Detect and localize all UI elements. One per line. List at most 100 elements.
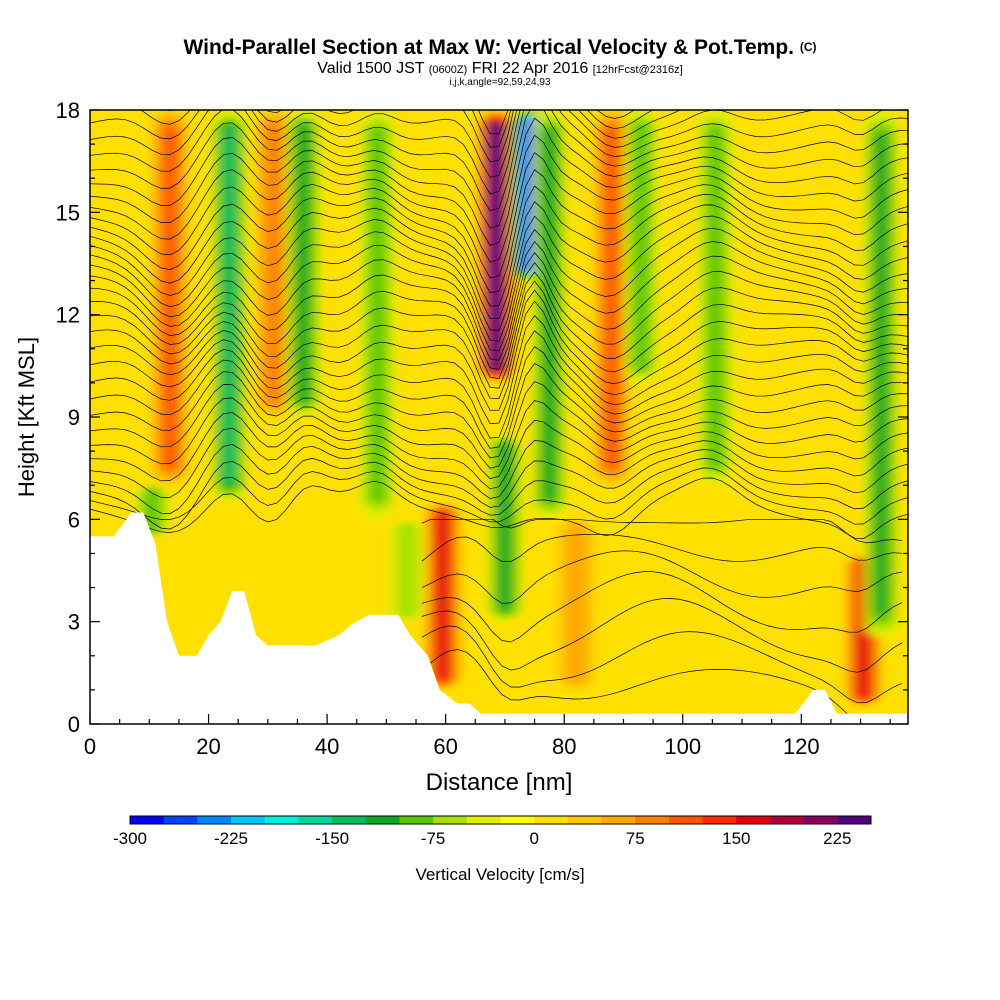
x-axis-label: Distance [nm] bbox=[426, 769, 573, 796]
theta-contour bbox=[90, 110, 908, 212]
terrain bbox=[90, 512, 908, 724]
updraft-core-4 bbox=[594, 110, 629, 486]
y-tick-label: 12 bbox=[56, 303, 80, 328]
theta-contour bbox=[90, 262, 908, 370]
theta-contour bbox=[90, 457, 908, 530]
theta-contour bbox=[421, 571, 903, 643]
chart-subtitle: Valid 1500 JST (0600Z) FRI 22 Apr 2016 [… bbox=[317, 60, 683, 77]
theta-contour bbox=[90, 241, 908, 352]
colorbar-tick-label: -150 bbox=[315, 829, 349, 848]
colorbar-swatch bbox=[534, 816, 569, 824]
theta-contour bbox=[140, 110, 681, 163]
updraft-core-3 bbox=[256, 110, 291, 417]
theta-contour bbox=[90, 289, 908, 399]
colorbar-tick-label: -300 bbox=[113, 829, 147, 848]
colorbar-tick-label: 75 bbox=[626, 829, 645, 848]
downdraft-core-8 bbox=[864, 110, 899, 639]
colorbar-tick-label: 150 bbox=[722, 829, 750, 848]
theta-contour bbox=[90, 477, 908, 539]
colorbar-swatch bbox=[332, 816, 367, 824]
colorbar-swatch bbox=[769, 816, 805, 824]
theta-contour bbox=[90, 185, 908, 307]
x-tick-label: 80 bbox=[552, 734, 576, 759]
x-tick-label: 100 bbox=[664, 734, 701, 759]
theta-contour bbox=[90, 363, 908, 459]
colorbar-swatch bbox=[264, 816, 299, 824]
theta-contour bbox=[421, 598, 903, 673]
colorbar-tick-label: -75 bbox=[421, 829, 446, 848]
theta-contour bbox=[90, 467, 908, 525]
colorbar-swatch bbox=[298, 816, 333, 824]
theta-contours bbox=[90, 110, 908, 724]
colorbar-swatch bbox=[702, 816, 737, 824]
x-tick-label: 120 bbox=[783, 734, 820, 759]
colorbar-swatch bbox=[197, 816, 232, 824]
x-tick-label: 20 bbox=[196, 734, 220, 759]
theta-contour bbox=[421, 533, 903, 562]
x-tick-label: 40 bbox=[315, 734, 339, 759]
colorbar-tick-label: -225 bbox=[214, 829, 248, 848]
colorbar-frame bbox=[129, 815, 872, 825]
colorbar-swatch bbox=[231, 816, 266, 824]
theta-contour bbox=[90, 134, 908, 263]
colorbar-tick-label: 0 bbox=[529, 829, 538, 848]
x-axis: 0 20 40 60 80 100 120 bbox=[84, 714, 891, 759]
theta-contour bbox=[478, 110, 635, 135]
downdraft-core-7 bbox=[698, 110, 733, 486]
y-tick-label: 0 bbox=[68, 712, 80, 737]
theta-contour bbox=[90, 271, 908, 379]
theta-contour bbox=[90, 227, 908, 342]
y-tick-label: 3 bbox=[68, 610, 80, 635]
colorbar-swatch bbox=[635, 816, 670, 824]
downdraft-core-4 bbox=[286, 110, 321, 417]
chart-title: Wind-Parallel Section at Max W: Vertical… bbox=[183, 36, 817, 59]
theta-contour bbox=[421, 518, 903, 544]
colorbar-swatch bbox=[601, 816, 636, 824]
theta-contour bbox=[90, 280, 908, 389]
theta-contour bbox=[421, 550, 903, 604]
colorbar-swatch bbox=[500, 816, 535, 824]
theta-contour bbox=[90, 381, 908, 469]
x-tick-label: 0 bbox=[84, 734, 96, 759]
y-tick-label: 18 bbox=[56, 98, 80, 123]
title-suffix: (C) bbox=[799, 40, 817, 54]
colorbar-label: Vertical Velocity [cm/s] bbox=[415, 865, 584, 884]
y-tick-label: 6 bbox=[68, 507, 80, 532]
theta-contour bbox=[90, 110, 908, 195]
theta-contour bbox=[90, 427, 908, 499]
downdraft-core-1 bbox=[487, 434, 522, 622]
theta-contour bbox=[90, 215, 908, 331]
colorbar-swatch bbox=[803, 816, 838, 824]
theta-contour bbox=[90, 346, 908, 449]
colorbar-swatch bbox=[736, 816, 771, 824]
theta-contour bbox=[90, 315, 908, 424]
theta-contour bbox=[164, 110, 654, 148]
theta-contour bbox=[90, 412, 908, 490]
terrain-mask bbox=[90, 512, 908, 724]
valid-zulu: (0600Z) bbox=[428, 64, 468, 76]
x-tick-label: 60 bbox=[433, 734, 457, 759]
colorbar-swatch bbox=[399, 816, 434, 824]
colorbar-swatch bbox=[668, 816, 703, 824]
forecast-info: [12hrFcst@2316z] bbox=[592, 64, 683, 76]
y-tick-label: 15 bbox=[56, 200, 80, 225]
colorbar-swatch bbox=[130, 816, 165, 824]
colorbar-tick-label: 225 bbox=[823, 829, 851, 848]
colorbar-swatch bbox=[163, 816, 198, 824]
colorbar-swatch bbox=[567, 816, 602, 824]
theta-contour bbox=[90, 444, 908, 514]
grid-indices: i,j,k,angle=92,59,24,93 bbox=[449, 77, 551, 88]
updraft-core-1 bbox=[425, 502, 460, 690]
downdraft-core-10 bbox=[390, 519, 425, 622]
y-axis-label: Height [Kft MSL] bbox=[14, 337, 39, 497]
colorbar: -300 -225 -150 -75 0 75 150 225 bbox=[113, 815, 872, 848]
downdraft-core-3 bbox=[212, 110, 247, 503]
colorbar-swatch bbox=[466, 816, 501, 824]
theta-contour bbox=[90, 110, 884, 178]
theta-contour bbox=[90, 397, 908, 479]
colorbar-swatch bbox=[365, 816, 400, 824]
theta-contour bbox=[90, 152, 908, 279]
theta-contour bbox=[421, 625, 903, 704]
y-tick-label: 9 bbox=[68, 405, 80, 430]
